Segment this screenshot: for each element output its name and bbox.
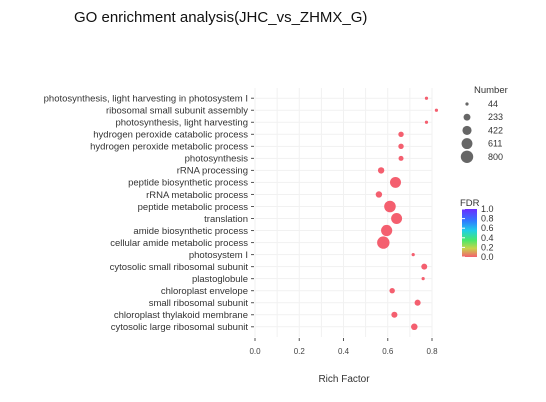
data-point: [391, 213, 403, 224]
x-tick-label: 0.2: [294, 347, 306, 356]
size-legend-title: Number: [474, 85, 508, 96]
data-point: [424, 120, 429, 124]
data-point: [389, 287, 395, 294]
size-legend-key: [465, 102, 469, 106]
data-point: [424, 96, 429, 100]
colorbar-label: 0.6: [481, 223, 494, 233]
data-point: [398, 155, 404, 161]
x-tick-label: 0.4: [338, 347, 350, 356]
size-legend: Number 44 233 422 611 800: [460, 85, 508, 163]
colorbar-label: 0.2: [481, 242, 494, 252]
data-point: [377, 236, 390, 249]
data-point: [384, 200, 396, 213]
y-tick-label: rRNA processing: [177, 166, 248, 177]
data-point: [398, 131, 404, 138]
size-legend-label: 800: [488, 152, 503, 162]
size-legend-key: [461, 138, 473, 150]
data-point: [434, 108, 439, 112]
data-point: [421, 277, 425, 281]
colorbar-label: 0.8: [481, 214, 494, 224]
y-tick-label: photosynthesis, light harvesting in phot…: [44, 94, 248, 105]
x-tick-label: 0.6: [382, 347, 394, 356]
size-legend-key: [462, 125, 472, 135]
y-tick-label: photosystem I: [189, 250, 248, 261]
points-layer: [375, 96, 439, 331]
y-tick-label: photosynthesis: [185, 154, 249, 165]
y-tick-label: chloroplast envelope: [161, 286, 248, 297]
y-tick-label: ribosomal small subunit assembly: [106, 106, 248, 117]
y-tick-label: chloroplast thylakoid membrane: [114, 310, 248, 321]
size-legend-key: [463, 113, 471, 121]
y-tick-label: plastoglobule: [192, 274, 248, 285]
colorbar-label: 0.0: [481, 252, 494, 262]
data-point: [381, 224, 393, 237]
y-tick-label: small ribosomal subunit: [149, 298, 249, 309]
y-tick-label: peptide metabolic process: [138, 202, 249, 213]
y-tick-label: photosynthesis, light harvesting: [115, 118, 248, 129]
data-point: [398, 143, 404, 150]
y-tick-label: hydrogen peroxide metabolic process: [90, 142, 248, 153]
y-tick-label: cytosolic small ribosomal subunit: [110, 262, 249, 273]
size-legend-key: [460, 150, 474, 163]
size-legend-label: 233: [488, 112, 503, 122]
y-tick-label: amide biosynthetic process: [133, 226, 248, 237]
y-tick-label: cellular amide metabolic process: [110, 238, 248, 249]
x-axis-title: Rich Factor: [318, 374, 370, 385]
data-point: [391, 311, 398, 318]
data-point: [390, 176, 401, 188]
data-point: [411, 323, 418, 331]
size-legend-label: 44: [488, 99, 498, 109]
y-tick-label: cytosolic large ribosomal subunit: [111, 322, 249, 333]
size-legend-label: 611: [488, 139, 502, 149]
chart-title: GO enrichment analysis(JHC_vs_ZHMX_G): [74, 9, 367, 26]
data-point: [411, 253, 415, 257]
y-tick-label: peptide biosynthetic process: [128, 178, 248, 189]
y-axis-labels: photosynthesis, light harvesting in phot…: [44, 94, 254, 333]
data-point: [421, 263, 428, 270]
color-legend: FDR 1.00.80.60.40.20.0: [460, 198, 494, 262]
x-axis: 0.0 0.2 0.4 0.6 0.8: [249, 338, 438, 356]
data-point: [377, 167, 385, 174]
y-tick-label: rRNA metabolic process: [146, 190, 248, 201]
data-point: [375, 191, 383, 198]
colorbar-label: 0.4: [481, 233, 494, 243]
color-legend-title: FDR: [460, 198, 480, 209]
fdr-colorbar: [462, 209, 477, 257]
x-tick-label: 0.8: [426, 347, 438, 356]
size-legend-label: 422: [488, 125, 503, 135]
x-tick-label: 0.0: [249, 347, 261, 356]
y-tick-label: hydrogen peroxide catabolic process: [93, 130, 248, 141]
data-point: [414, 299, 421, 306]
y-tick-label: translation: [204, 214, 248, 225]
grid-layer: [254, 88, 433, 337]
colorbar-label: 1.0: [481, 204, 494, 214]
